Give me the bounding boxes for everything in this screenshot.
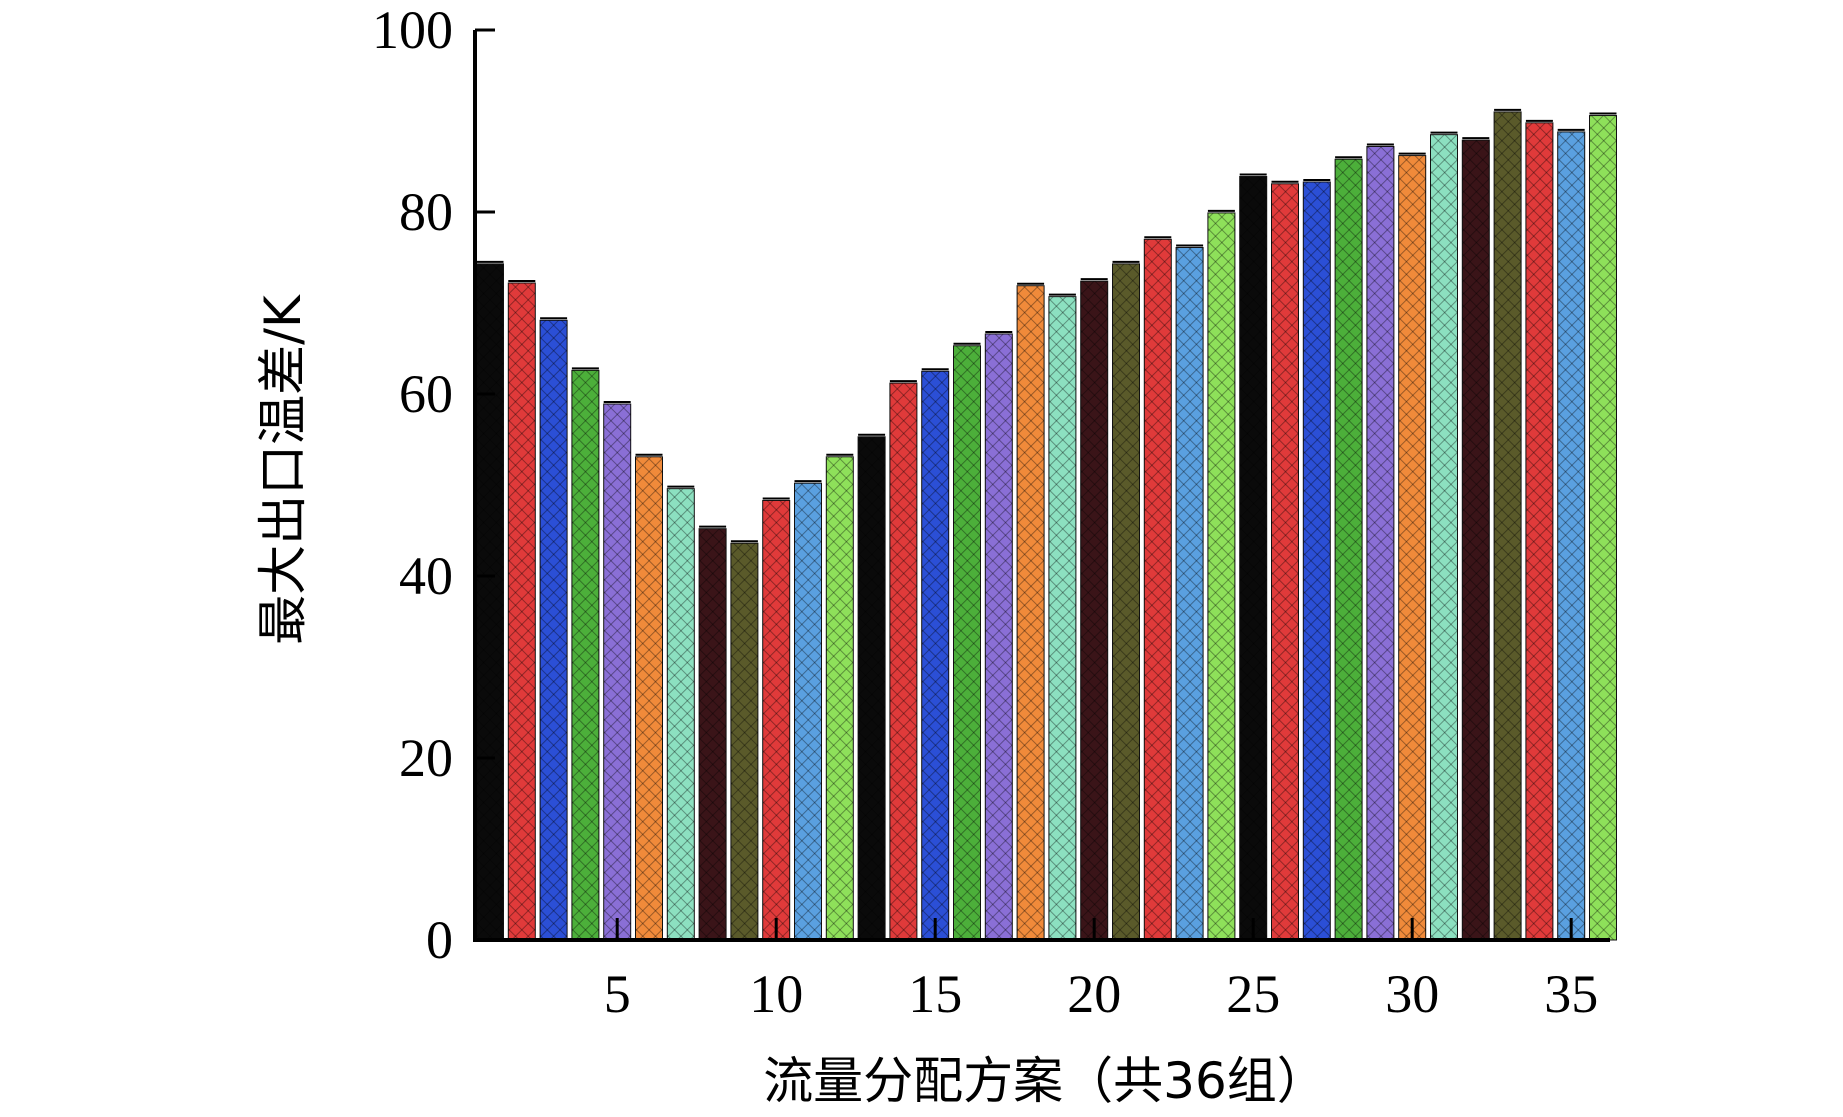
- bar-hatch-14: [889, 383, 917, 941]
- bar-hatch-8: [699, 528, 727, 940]
- bar-hatch-24: [1207, 212, 1235, 940]
- bar-hatch-22: [1144, 239, 1172, 941]
- bar-21: [1112, 260, 1140, 941]
- bar-hatch-31: [1430, 134, 1458, 940]
- y-ticks-group: 0 20 40 60 80 100: [372, 0, 495, 970]
- bar-hatch-2: [508, 282, 536, 941]
- bar-34: [1525, 119, 1554, 941]
- bar-hatch-11: [794, 483, 822, 940]
- bar-14: [889, 380, 918, 941]
- bar-hatch-9: [730, 543, 758, 940]
- bar-30: [1398, 152, 1427, 941]
- y-tick-label-40: 40: [399, 546, 453, 606]
- bar-hatch-10: [762, 500, 790, 940]
- bars-group: [476, 108, 1617, 941]
- bar-33: [1493, 108, 1522, 941]
- bar-17: [984, 330, 1013, 941]
- bar-32: [1461, 137, 1490, 941]
- bar-36: [1589, 112, 1617, 941]
- bar-hatch-33: [1494, 111, 1522, 940]
- x-tick-label-30: 30: [1385, 964, 1439, 1024]
- y-tick-label-80: 80: [399, 182, 453, 242]
- bar-hatch-1: [476, 263, 504, 940]
- bar-7: [666, 485, 695, 941]
- bar-hatch-7: [667, 488, 695, 940]
- bar-hatch-17: [985, 333, 1013, 940]
- x-tick-label-35: 35: [1544, 964, 1598, 1024]
- bar-8: [698, 525, 727, 941]
- bar-29: [1366, 143, 1395, 941]
- bar-hatch-28: [1335, 159, 1363, 941]
- bar-hatch-18: [1017, 285, 1045, 941]
- y-tick-label-100: 100: [372, 0, 453, 60]
- bar-hatch-25: [1239, 176, 1267, 940]
- bar-35: [1557, 128, 1586, 941]
- bar-23: [1175, 244, 1204, 941]
- x-tick-label-25: 25: [1226, 964, 1280, 1024]
- bar-3: [539, 317, 568, 941]
- bar-25: [1239, 173, 1268, 941]
- bar-hatch-6: [635, 456, 663, 940]
- bar-hatch-12: [826, 456, 854, 940]
- bar-hatch-23: [1176, 247, 1204, 941]
- bar-hatch-27: [1303, 181, 1331, 941]
- bar-19: [1048, 293, 1077, 941]
- x-tick-label-20: 20: [1067, 964, 1121, 1024]
- y-tick-label-60: 60: [399, 364, 453, 424]
- bar-6: [635, 453, 663, 941]
- bar-2: [507, 279, 536, 941]
- bar-15: [921, 368, 950, 941]
- bar-hatch-5: [603, 404, 631, 940]
- bar-12: [825, 453, 854, 941]
- bar-hatch-4: [571, 370, 599, 941]
- bar-28: [1334, 156, 1363, 941]
- y-axis-label: 最大出口温差/K: [254, 294, 312, 645]
- bar-hatch-19: [1048, 296, 1076, 940]
- bar-11: [794, 480, 822, 941]
- bar-hatch-13: [858, 436, 886, 940]
- bar-hatch-20: [1080, 281, 1108, 940]
- bar-hatch-32: [1462, 140, 1490, 941]
- bar-18: [1016, 282, 1045, 941]
- x-axis-label: 流量分配方案（共36组）: [763, 1052, 1327, 1110]
- bar-hatch-30: [1398, 155, 1426, 940]
- bar-1: [476, 260, 504, 941]
- bar-24: [1207, 209, 1236, 941]
- bar-10: [762, 497, 791, 941]
- x-tick-label-5: 5: [604, 964, 631, 1024]
- bar-hatch-26: [1271, 183, 1299, 941]
- bar-hatch-36: [1589, 115, 1617, 941]
- bar-5: [603, 401, 632, 941]
- bar-22: [1143, 236, 1172, 941]
- bar-13: [857, 433, 886, 941]
- y-tick-label-20: 20: [399, 728, 453, 788]
- bar-20: [1080, 278, 1109, 941]
- bar-4: [571, 367, 600, 941]
- bar-hatch-21: [1112, 263, 1140, 940]
- axes-group: [473, 30, 1610, 942]
- bar-hatch-16: [953, 345, 981, 940]
- bar-hatch-3: [540, 320, 568, 940]
- bar-16: [953, 342, 981, 941]
- bar-hatch-29: [1366, 146, 1394, 941]
- bar-hatch-34: [1525, 122, 1553, 940]
- bar-hatch-35: [1557, 131, 1585, 941]
- bar-hatch-15: [921, 371, 949, 940]
- x-tick-label-15: 15: [908, 964, 962, 1024]
- bar-27: [1302, 178, 1331, 941]
- bar-9: [730, 540, 759, 941]
- y-tick-label-0: 0: [426, 910, 453, 970]
- bar-26: [1271, 180, 1299, 941]
- bar-31: [1430, 131, 1458, 941]
- x-ticks-group: 5 10 15 20 25 30 35: [604, 918, 1598, 1024]
- x-tick-label-10: 10: [749, 964, 803, 1024]
